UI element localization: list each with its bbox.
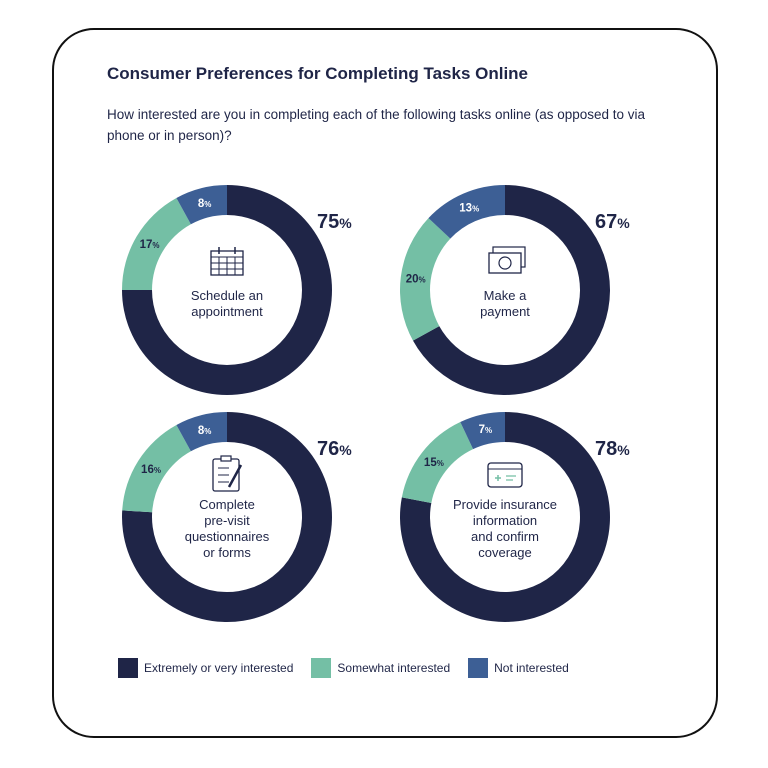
donut-center-label: Schedule an xyxy=(191,288,263,303)
legend-item-extremely: Extremely or very interested xyxy=(118,658,293,678)
donut-chart: 78% 15% 7% Provide insuranceinformationand … xyxy=(399,412,630,623)
value-label-main: 67% xyxy=(595,211,630,233)
legend-item-somewhat: Somewhat interested xyxy=(311,658,450,678)
value-label-main: 75% xyxy=(317,211,352,233)
legend-label: Not interested xyxy=(494,661,569,675)
donut-segment xyxy=(176,185,227,225)
donut-chart: 76% 16% 8% Completepre-visitquestionnaireso… xyxy=(122,412,352,622)
legend-swatch xyxy=(468,658,489,678)
donut-segment xyxy=(122,424,191,513)
legend: Extremely or very interested Somewhat in… xyxy=(118,658,569,678)
donut-segment xyxy=(412,185,610,395)
value-label-main: 78% xyxy=(595,438,630,460)
donut-center-label: coverage xyxy=(478,545,531,560)
legend-label: Somewhat interested xyxy=(337,661,451,675)
donut-segment xyxy=(401,421,474,503)
donut-center-label: appointment xyxy=(191,304,263,319)
legend-item-not: Not interested xyxy=(468,658,569,678)
legend-swatch xyxy=(118,658,138,678)
value-label: 20% xyxy=(406,274,426,286)
value-label-main: 76% xyxy=(317,438,352,460)
card-frame xyxy=(52,28,718,738)
donut-segment xyxy=(399,218,451,341)
value-label: 13% xyxy=(459,202,479,214)
donut-center-label: payment xyxy=(480,304,530,319)
chart-subtitle: How interested are you in completing eac… xyxy=(107,107,646,143)
donut-center-label: Make a xyxy=(484,288,527,303)
donut-segment xyxy=(122,197,191,290)
value-label: 8% xyxy=(198,198,212,210)
donut-center-label: information xyxy=(473,513,537,528)
donut-center-label: Complete xyxy=(199,497,255,512)
donut-center-label: Provide insurance xyxy=(453,497,557,512)
value-label: 7% xyxy=(479,424,493,436)
donut-segment xyxy=(176,412,227,452)
legend-label: Extremely or very interested xyxy=(144,661,294,675)
value-label: 17% xyxy=(140,239,160,251)
value-label: 15% xyxy=(424,457,444,469)
donut-center-label: pre-visit xyxy=(204,513,250,528)
donut-center-label: questionnaires xyxy=(185,529,270,544)
money-icon xyxy=(488,246,526,274)
legend-swatch xyxy=(311,658,332,678)
donut-segment xyxy=(460,412,505,450)
value-label: 16% xyxy=(141,464,161,476)
donut-segment xyxy=(428,185,505,239)
insurance-card-icon xyxy=(487,462,523,488)
donut-center-label: and confirm xyxy=(471,529,539,544)
value-label: 8% xyxy=(198,425,212,437)
calendar-icon xyxy=(210,247,244,276)
donut-center-label: or forms xyxy=(203,545,251,560)
clipboard-icon xyxy=(212,455,243,492)
chart-title: Consumer Preferences for Completing Task… xyxy=(107,64,529,83)
